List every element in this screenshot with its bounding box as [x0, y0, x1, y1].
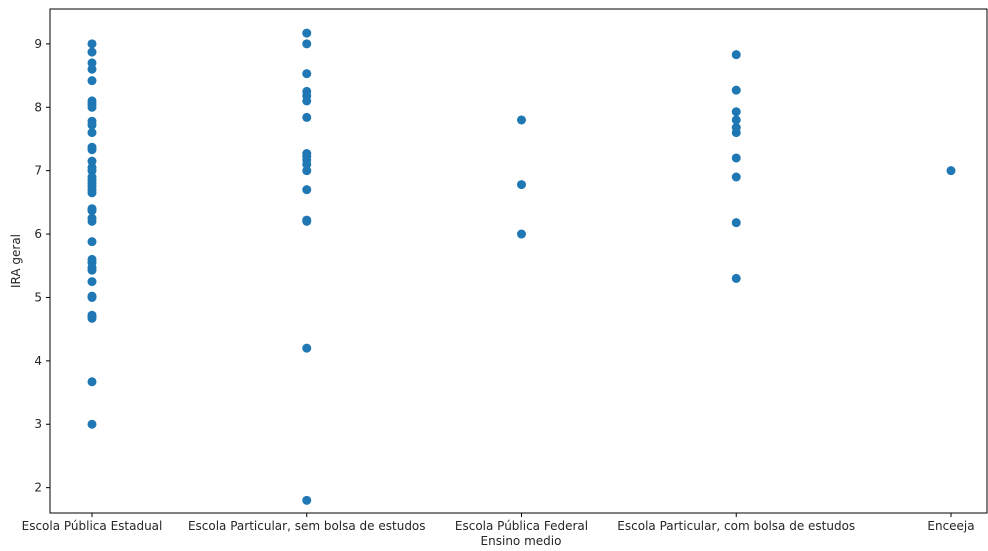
x-tick-label: Enceeja [927, 519, 974, 533]
x-tick-label: Escola Particular, sem bolsa de estudos [188, 519, 426, 533]
data-point [87, 265, 97, 275]
data-point [517, 180, 526, 190]
y-tick-label: 2 [34, 481, 42, 495]
y-tick-label: 7 [34, 164, 42, 178]
data-point [731, 115, 741, 125]
data-point [87, 128, 97, 138]
data-point [87, 58, 97, 68]
y-tick-label: 5 [34, 290, 42, 304]
data-point [302, 69, 312, 79]
data-point [87, 206, 97, 216]
data-point [731, 107, 741, 117]
data-point [731, 218, 741, 228]
data-point [87, 120, 97, 130]
data-point [87, 377, 97, 387]
y-tick-label: 4 [34, 354, 42, 368]
y-axis-title: IRA geral [9, 234, 23, 288]
data-point [87, 237, 97, 247]
data-point [302, 159, 312, 169]
data-point [302, 185, 312, 195]
data-point [87, 47, 97, 57]
data-point [302, 96, 312, 106]
x-axis-title: Ensino medio [481, 534, 562, 547]
x-tick-label: Escola Pública Federal [455, 519, 588, 533]
data-point [946, 166, 956, 176]
y-tick-label: 9 [34, 37, 42, 51]
y-tick-label: 6 [34, 227, 42, 241]
y-tick-label: 3 [34, 417, 42, 431]
data-point [87, 292, 97, 302]
data-point [517, 229, 526, 239]
data-point [87, 277, 97, 287]
data-point [87, 145, 97, 155]
x-axis: Escola Pública Estadual Escola Particular… [22, 513, 975, 533]
data-point [302, 112, 312, 122]
data-point [302, 166, 312, 176]
data-point [87, 188, 97, 198]
data-point [731, 50, 741, 60]
data-point [87, 166, 97, 176]
data-point [731, 128, 741, 138]
data-point [731, 273, 741, 283]
data-point [302, 495, 312, 505]
data-points [87, 28, 956, 505]
data-point [87, 419, 97, 429]
data-point [302, 39, 312, 49]
data-point [87, 102, 97, 112]
data-point [731, 85, 741, 95]
data-point [302, 216, 312, 226]
y-axis: 2 3 4 5 6 7 8 9 [34, 37, 50, 495]
data-point [302, 28, 312, 38]
data-point [731, 172, 741, 182]
data-point [731, 153, 741, 163]
data-point [87, 313, 97, 323]
plot-frame [49, 8, 988, 514]
y-tick-label: 8 [34, 100, 42, 114]
data-point [87, 64, 97, 74]
data-point [87, 156, 97, 166]
data-point [87, 216, 97, 226]
data-point [517, 115, 526, 125]
data-point [302, 343, 312, 353]
data-point [87, 76, 97, 86]
x-tick-label: Escola Pública Estadual [22, 519, 163, 533]
x-tick-label: Escola Particular, com bolsa de estudos [617, 519, 855, 533]
data-point [87, 39, 97, 49]
